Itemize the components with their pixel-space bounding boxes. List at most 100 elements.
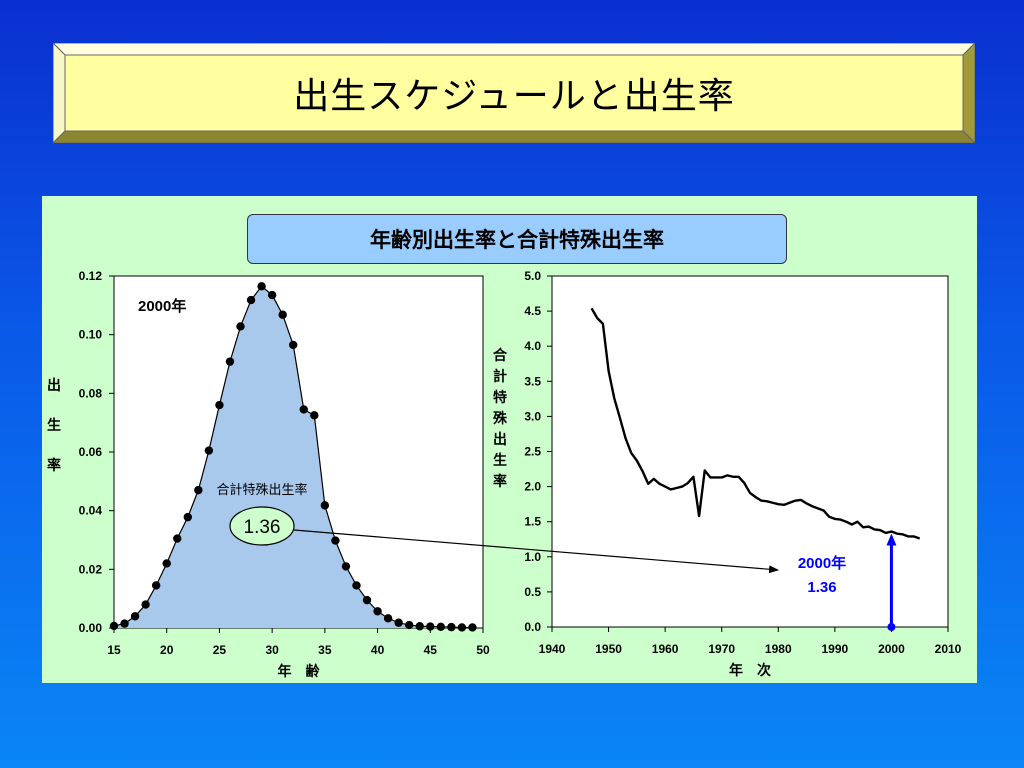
left-data-point (320, 501, 330, 510)
chart-header: 年齢別出生率と合計特殊出生率 (247, 214, 787, 264)
left-x-tick-label: 40 (371, 643, 385, 657)
left-data-point (415, 622, 424, 631)
left-y-tick-label: 0.00 (79, 621, 103, 635)
left-data-point (130, 612, 140, 621)
left-data-point (331, 536, 340, 545)
left-data-point (310, 411, 319, 420)
left-data-point (373, 607, 382, 616)
left-data-point (299, 405, 308, 414)
right-y-tick-label: 4.5 (524, 304, 541, 318)
year-2000-dot (887, 623, 896, 631)
left-x-tick-label: 15 (107, 643, 121, 657)
right-x-tick-label: 1950 (595, 642, 622, 656)
right-plot-area (551, 275, 949, 628)
left-data-point (267, 290, 277, 300)
left-data-point (278, 310, 287, 319)
left-x-tick-label: 30 (265, 643, 279, 657)
connector-arrow (293, 529, 779, 574)
left-y-tick-label: 0.12 (79, 269, 103, 283)
tfr-annotation-label: 合計特殊出生率 (216, 482, 307, 497)
right-x-tick-label: 1990 (822, 642, 849, 656)
right-y-tick-label: 1.5 (524, 515, 541, 529)
left-data-point (289, 340, 298, 350)
left-y-tick-label: 0.08 (79, 386, 103, 400)
left-data-point (173, 534, 182, 543)
left-data-point (447, 622, 456, 632)
left-data-point (215, 400, 224, 410)
year-2000-label: 2000年 (798, 554, 846, 572)
right-x-tick-label: 2010 (935, 642, 962, 656)
left-y-tick-label: 0.06 (79, 445, 103, 459)
left-data-point (183, 512, 192, 522)
annotation-layer (293, 529, 779, 574)
right-x-tick-label: 1970 (708, 642, 735, 656)
left-data-point (426, 622, 435, 631)
left-x-tick-label: 25 (213, 643, 227, 657)
title-banner: 出生スケジュールと出生率 (53, 43, 975, 143)
left-data-point (204, 446, 214, 455)
right-y-tick-label: 2.5 (524, 445, 541, 459)
left-data-point (457, 623, 467, 632)
left-y-axis-char: 率 (47, 457, 61, 473)
left-data-point (257, 282, 266, 291)
left-data-point (141, 600, 150, 609)
age-specific-fertility-chart: 0.00 0.02 0.04 0.06 0.08 0.10 0.12 15 20 25 30 35 40… (47, 269, 490, 679)
right-y-axis-char: 出 (493, 431, 507, 447)
left-data-point (352, 581, 361, 590)
left-data-point (436, 622, 446, 632)
right-y-axis-label: 合計特殊出生率 (493, 347, 508, 489)
left-y-tick-label: 0.02 (79, 562, 103, 576)
left-year-label: 2000年 (138, 297, 186, 315)
page-title: 出生スケジュールと出生率 (293, 76, 735, 117)
left-x-tick-label: 50 (476, 643, 490, 657)
tfr-series-line (590, 307, 921, 540)
left-data-point (225, 357, 235, 366)
left-y-axis-char: 生 (47, 417, 61, 433)
right-x-tick-label: 2000 (878, 642, 905, 656)
left-data-point (162, 559, 171, 568)
right-x-tick-label: 1980 (765, 642, 792, 656)
right-y-axis-char: 特 (493, 389, 507, 405)
title-bevel (53, 43, 975, 143)
left-x-tick-label: 45 (424, 643, 438, 657)
right-y-tick-label: 3.5 (524, 374, 541, 388)
right-y-tick-label: 0.0 (524, 620, 541, 634)
left-x-axis-label: 年 齢 (278, 663, 321, 679)
left-area-fill (114, 286, 473, 628)
left-data-point (362, 595, 372, 605)
left-data-point (341, 562, 351, 571)
left-y-axis-label: 出生率 (47, 377, 61, 473)
left-data-point (468, 623, 477, 632)
right-y-tick-label: 5.0 (524, 269, 541, 283)
left-data-point (194, 485, 203, 495)
right-y-axis-char: 殊 (493, 410, 508, 426)
right-y-axis-char: 生 (493, 452, 507, 468)
left-y-axis-char: 出 (47, 377, 61, 393)
left-x-tick-label: 35 (318, 643, 332, 657)
left-data-point (394, 618, 403, 627)
right-y-tick-label: 2.0 (524, 480, 541, 494)
left-data-point (405, 620, 414, 630)
right-x-tick-label: 1960 (652, 642, 679, 656)
left-data-point (383, 614, 393, 623)
tfr-value-text: 1.36 (244, 517, 281, 538)
tfr-trend-chart: 0.0 0.5 1.0 1.5 2.0 2.5 3.0 3.5 4.0 4.5 5.0 1940 195… (493, 269, 962, 678)
left-y-tick-label: 0.04 (79, 504, 103, 518)
right-y-axis-char: 率 (493, 473, 507, 489)
left-y-tick-label: 0.10 (79, 328, 103, 342)
left-data-point (120, 619, 129, 628)
right-y-axis-char: 合 (493, 347, 508, 363)
right-y-tick-label: 4.0 (524, 339, 541, 353)
right-y-tick-label: 1.0 (524, 550, 541, 564)
right-y-axis-char: 計 (493, 368, 507, 384)
left-data-point (246, 295, 256, 305)
tfr-value-bubble (229, 506, 295, 546)
left-data-point (236, 322, 245, 331)
left-data-point (151, 581, 161, 590)
year-2000-value: 1.36 (807, 579, 836, 596)
right-x-axis-label: 年 次 (729, 662, 771, 678)
right-y-tick-label: 0.5 (524, 585, 541, 599)
left-x-tick-label: 20 (160, 643, 174, 657)
right-y-tick-label: 3.0 (524, 409, 541, 423)
